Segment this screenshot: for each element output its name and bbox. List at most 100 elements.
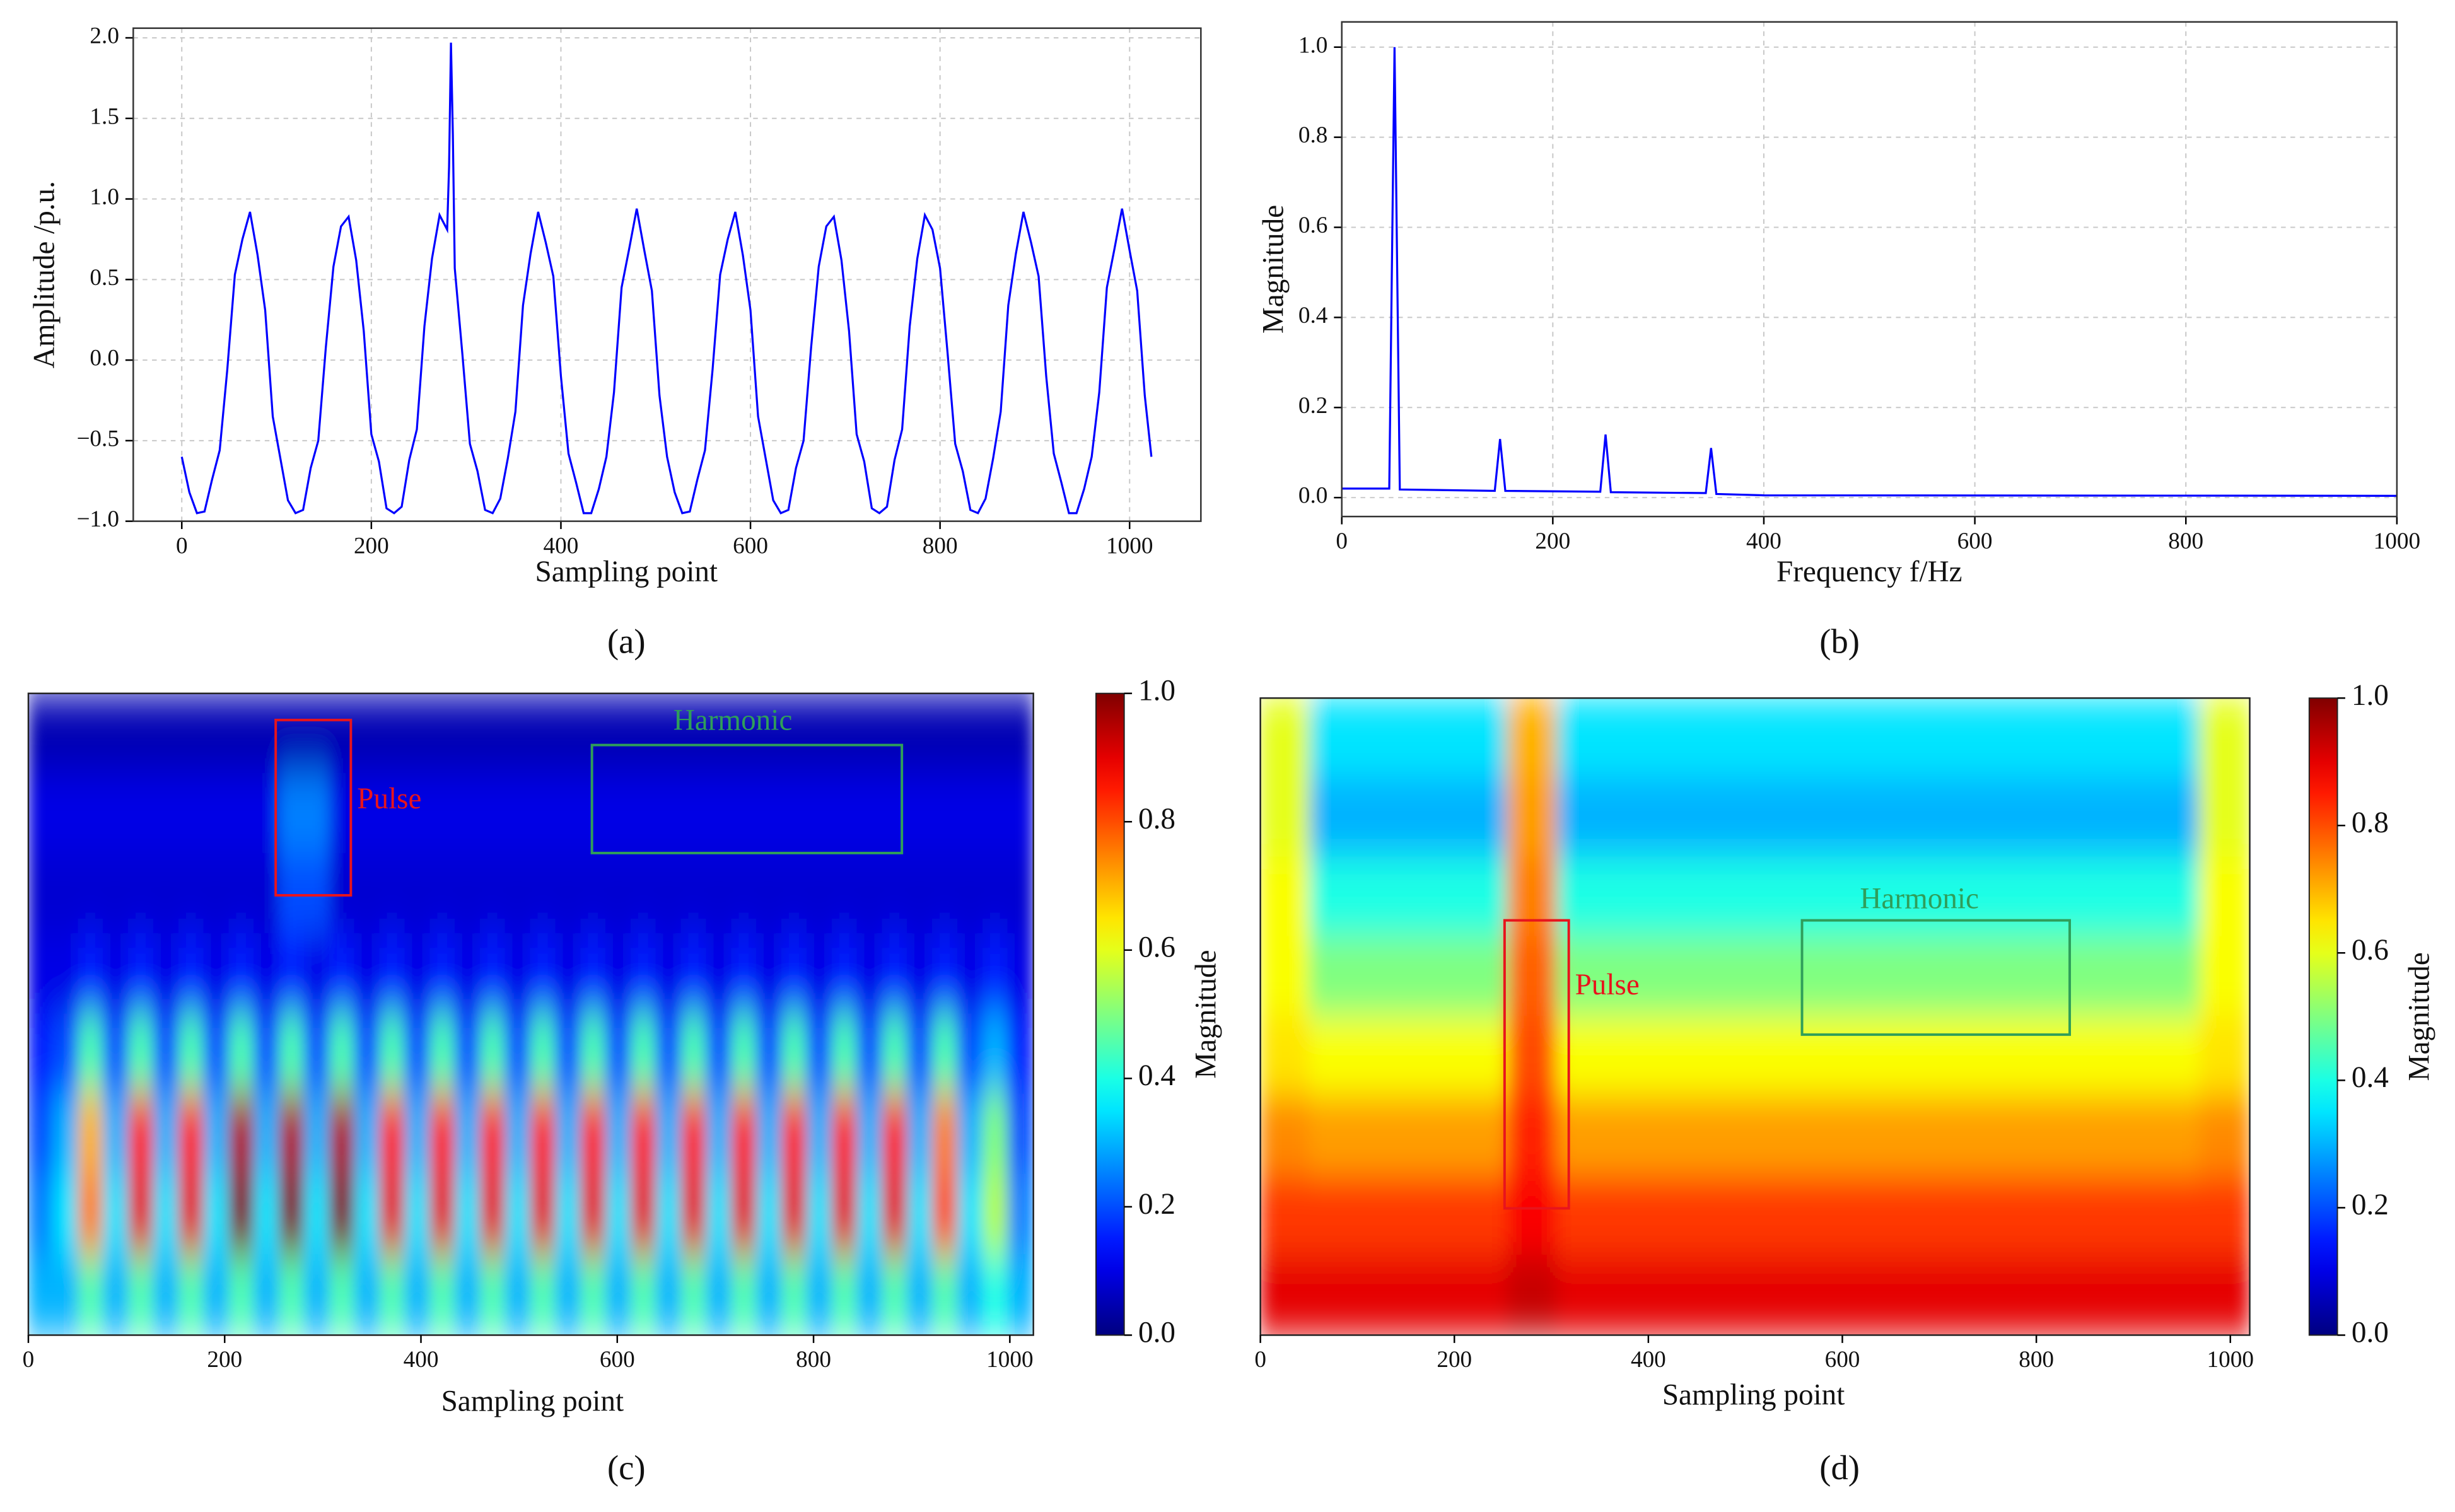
x-tick-label: 800 (2019, 1347, 2054, 1373)
heat-cell (228, 1173, 255, 1256)
heat-cell (103, 693, 130, 775)
heat-cell (329, 1254, 356, 1335)
heat-cell (932, 1093, 959, 1176)
heat-cell (1556, 1095, 1607, 1177)
heat-cell (1804, 1254, 1855, 1335)
heat-cell (530, 693, 557, 775)
heat-cell (756, 1093, 783, 1176)
heat-cell (203, 933, 230, 1015)
heat-cell (1952, 698, 2003, 779)
heat-cell (630, 1173, 658, 1256)
heat-cell (1358, 1016, 1410, 1097)
heat-cell (2100, 1016, 2152, 1097)
heat-cell (1804, 1095, 1855, 1177)
colorbar-tick-label: 0.2 (1138, 1188, 1175, 1221)
heat-cell (2199, 698, 2250, 779)
heat-cell (1260, 1175, 1311, 1257)
heat-cell (630, 1093, 658, 1176)
annotation-box (274, 718, 353, 897)
heat-cell (882, 772, 909, 855)
heat-cell (1408, 1175, 1459, 1257)
heat-cell (479, 852, 507, 935)
heat-cell (1457, 1016, 1509, 1097)
heat-cell (103, 933, 130, 1015)
heat-cell (504, 1254, 532, 1335)
heat-cell (203, 1093, 230, 1176)
heat-cell (354, 1173, 382, 1256)
colorbar (2308, 697, 2338, 1336)
heat-cell (856, 1013, 883, 1096)
heat-cell (1655, 1016, 1706, 1097)
heat-cell (2199, 777, 2250, 858)
heat-cell (354, 933, 382, 1015)
colorbar-tick-label: 0.8 (1138, 803, 1175, 835)
heat-cell (806, 693, 834, 775)
heat-cell (404, 933, 431, 1015)
heat-cell (2100, 936, 2152, 1018)
heat-cell (680, 852, 708, 935)
heat-cell (1309, 777, 1360, 858)
heat-cell (882, 852, 909, 935)
heat-cell (856, 933, 883, 1015)
heat-cell (228, 1254, 255, 1335)
heat-cell (907, 1254, 934, 1335)
heat-cell (329, 1093, 356, 1176)
y-tick-label: 0.5 (90, 265, 119, 291)
heat-cell (1507, 777, 1558, 858)
heat-cell (806, 1173, 834, 1256)
heat-cell (1655, 777, 1706, 858)
heat-cell (756, 1254, 783, 1335)
heat-cell (1606, 1016, 1657, 1097)
heat-cell (2002, 1254, 2053, 1335)
heat-cell (1358, 1254, 1410, 1335)
y-tick-label: 1.0 (90, 184, 119, 210)
heat-cell (555, 1173, 582, 1256)
signal-line (180, 42, 1153, 515)
colorbar-label: Magnitude (1190, 950, 1223, 1078)
heat-cell (1705, 856, 1756, 938)
heat-cell (1457, 1175, 1509, 1257)
heat-cell (781, 933, 808, 1015)
heat-cell (680, 933, 708, 1015)
heat-cell (1903, 936, 1954, 1018)
heat-cell (128, 693, 155, 775)
heat-cell (932, 852, 959, 935)
heat-cell (655, 772, 683, 855)
heat-cell (530, 772, 557, 855)
heat-cell (304, 1173, 331, 1256)
heat-cell (2051, 777, 2102, 858)
heat-cell (806, 1254, 834, 1335)
heat-cell (1507, 1254, 1558, 1335)
colorbar-tick-label: 1.0 (1138, 675, 1175, 707)
heat-cell (379, 1254, 406, 1335)
heat-cell (756, 1013, 783, 1096)
heat-cell (1952, 1016, 2003, 1097)
heat-cell (907, 1173, 934, 1256)
heat-cell (103, 852, 130, 935)
heat-cell (982, 693, 1010, 775)
heat-cell (28, 1173, 55, 1256)
heat-cell (806, 772, 834, 855)
heat-cell (756, 852, 783, 935)
panel-caption: (c) (607, 1448, 646, 1487)
heat-cell (530, 1093, 557, 1176)
heat-cell (28, 852, 55, 935)
heat-cell (2002, 777, 2053, 858)
heat-cell (2002, 856, 2053, 938)
heat-cell (982, 1013, 1010, 1096)
heat-cell (1853, 1016, 1904, 1097)
heat-cell (1507, 698, 1558, 779)
panel-caption: (b) (1819, 622, 1860, 660)
heat-cell (1556, 1175, 1607, 1257)
heat-cell (379, 693, 406, 775)
heat-cell (555, 852, 582, 935)
x-tick-label: 200 (1437, 1347, 1472, 1373)
heat-cell (78, 1013, 105, 1096)
heat-cell (479, 1173, 507, 1256)
heat-cell (379, 852, 406, 935)
heat-cell (907, 852, 934, 935)
x-tick-label: 200 (1535, 528, 1570, 554)
heat-cell (279, 772, 306, 855)
heat-cell (555, 693, 582, 775)
colorbar-tick-label: 0.6 (1138, 931, 1175, 964)
